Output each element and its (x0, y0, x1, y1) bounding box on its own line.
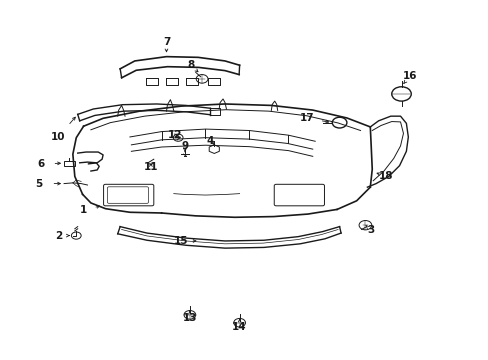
Text: 3: 3 (367, 225, 374, 235)
Text: 6: 6 (37, 159, 44, 169)
Text: 1: 1 (80, 206, 87, 216)
Text: 8: 8 (187, 60, 194, 70)
Text: 7: 7 (163, 37, 170, 47)
Text: 13: 13 (182, 313, 197, 323)
Text: 4: 4 (206, 136, 214, 145)
Text: 17: 17 (299, 113, 314, 123)
Text: 9: 9 (181, 141, 188, 151)
Text: 16: 16 (402, 71, 417, 81)
Text: 11: 11 (143, 162, 158, 172)
Text: 10: 10 (51, 132, 65, 142)
Text: 18: 18 (378, 171, 392, 181)
Text: 2: 2 (56, 231, 62, 240)
Text: 15: 15 (174, 236, 188, 246)
Text: 12: 12 (168, 130, 182, 140)
Text: 14: 14 (232, 322, 246, 332)
Text: 5: 5 (35, 179, 42, 189)
